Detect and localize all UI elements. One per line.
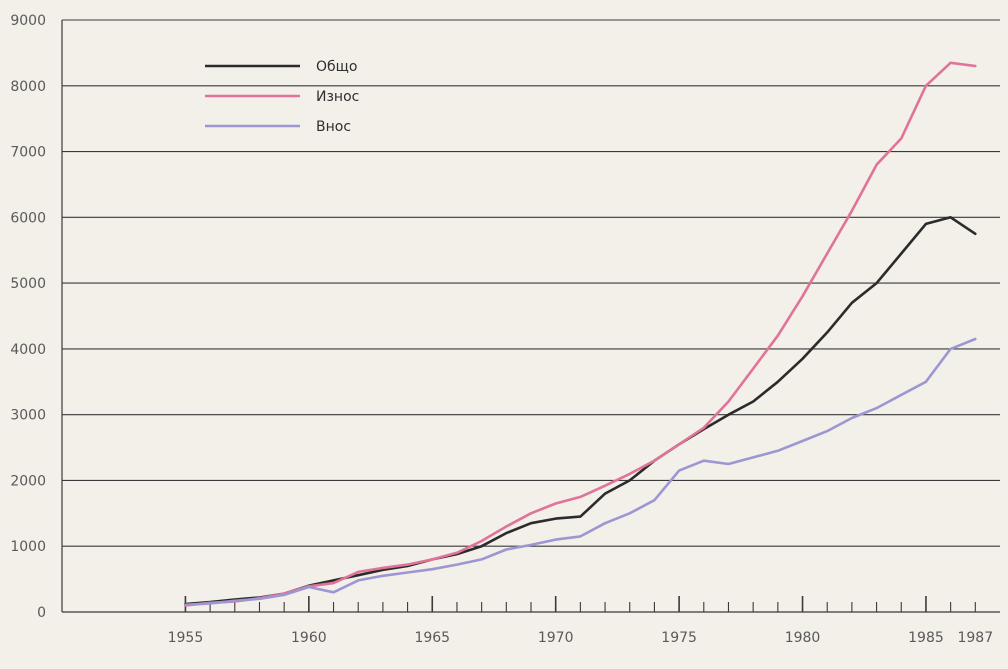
x-tick-label: 1980 bbox=[785, 630, 821, 646]
y-tick-label: 9000 bbox=[10, 13, 46, 29]
legend-label: Общо bbox=[316, 59, 357, 75]
series-line bbox=[184, 61, 977, 607]
y-tick-label: 7000 bbox=[10, 145, 46, 161]
y-tick-label: 0 bbox=[37, 605, 46, 621]
series-line bbox=[184, 337, 977, 607]
y-tick-label: 3000 bbox=[10, 408, 46, 424]
legend-label: Внос bbox=[316, 119, 351, 135]
x-tick-label: 1970 bbox=[538, 630, 574, 646]
legend: Общо Износ Внос bbox=[205, 59, 359, 135]
x-tick-label: 1987 bbox=[957, 630, 993, 646]
y-tick-label: 2000 bbox=[10, 473, 46, 489]
y-tick-label: 5000 bbox=[10, 276, 46, 292]
axes: 0 1000 2000 3000 4000 5000 6000 7000 8000 9000 195… bbox=[10, 13, 1000, 646]
x-tick-label: 1985 bbox=[908, 630, 944, 646]
grid-lines bbox=[62, 19, 1000, 547]
series-lines bbox=[184, 61, 977, 607]
y-tick-label: 8000 bbox=[10, 79, 46, 95]
x-tick-label: 1965 bbox=[414, 630, 450, 646]
y-tick-label: 1000 bbox=[10, 539, 46, 555]
x-tick-label: 1975 bbox=[661, 630, 697, 646]
y-tick-label: 4000 bbox=[10, 342, 46, 358]
x-tick-label: 1955 bbox=[168, 630, 204, 646]
x-tick-label: 1960 bbox=[291, 630, 327, 646]
legend-label: Износ bbox=[316, 89, 359, 105]
y-tick-label: 6000 bbox=[10, 210, 46, 226]
